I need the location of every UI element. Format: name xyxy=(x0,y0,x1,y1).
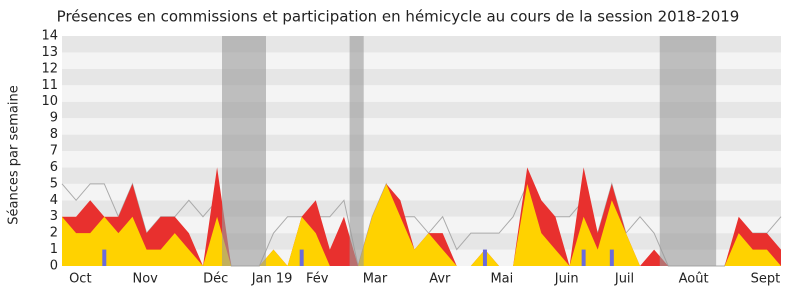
y-tick-label: 6 xyxy=(50,160,58,175)
bar xyxy=(581,249,586,266)
y-tick-label: 12 xyxy=(41,61,58,76)
x-tick-label: Août xyxy=(679,272,709,287)
y-tick-label: 2 xyxy=(50,226,58,241)
area xyxy=(62,183,781,266)
y-tick-label: 11 xyxy=(41,78,58,93)
y-tick-label: 4 xyxy=(50,193,58,208)
y-tick-label: 3 xyxy=(50,209,58,224)
x-tick-label: Sept xyxy=(751,272,781,287)
y-tick-label: 8 xyxy=(50,127,58,142)
x-tick-label: Oct xyxy=(69,272,91,287)
bar xyxy=(299,249,304,266)
x-tick-label: Déc xyxy=(203,272,228,287)
x-tick-label: Mai xyxy=(490,272,513,287)
y-tick-label: 1 xyxy=(50,242,58,257)
shaded-period xyxy=(349,36,364,266)
x-tick-label: Mar xyxy=(363,272,388,287)
x-tick-label: Juil xyxy=(614,272,634,287)
bar xyxy=(482,249,487,266)
x-tick-label: Juin xyxy=(554,272,579,287)
y-tick-label: 0 xyxy=(50,259,58,274)
x-tick-label: Avr xyxy=(429,272,451,287)
shaded-period xyxy=(659,36,717,266)
chart-title: Présences en commissions et participatio… xyxy=(57,8,740,26)
y-tick-label: 7 xyxy=(50,144,58,159)
bar xyxy=(609,249,614,266)
bar xyxy=(102,249,107,266)
x-tick-label: Fév xyxy=(306,272,329,287)
y-axis-title: Séances par semaine xyxy=(7,85,22,224)
y-tick-label: 5 xyxy=(50,176,58,191)
y-tick-label: 13 xyxy=(41,45,58,60)
shaded-period xyxy=(222,36,266,266)
y-tick-label: 14 xyxy=(41,29,58,44)
y-tick-label: 9 xyxy=(50,111,58,126)
y-tick-label: 10 xyxy=(41,94,58,109)
x-tick-label: Jan 19 xyxy=(251,272,293,287)
x-tick-label: Nov xyxy=(132,272,158,287)
